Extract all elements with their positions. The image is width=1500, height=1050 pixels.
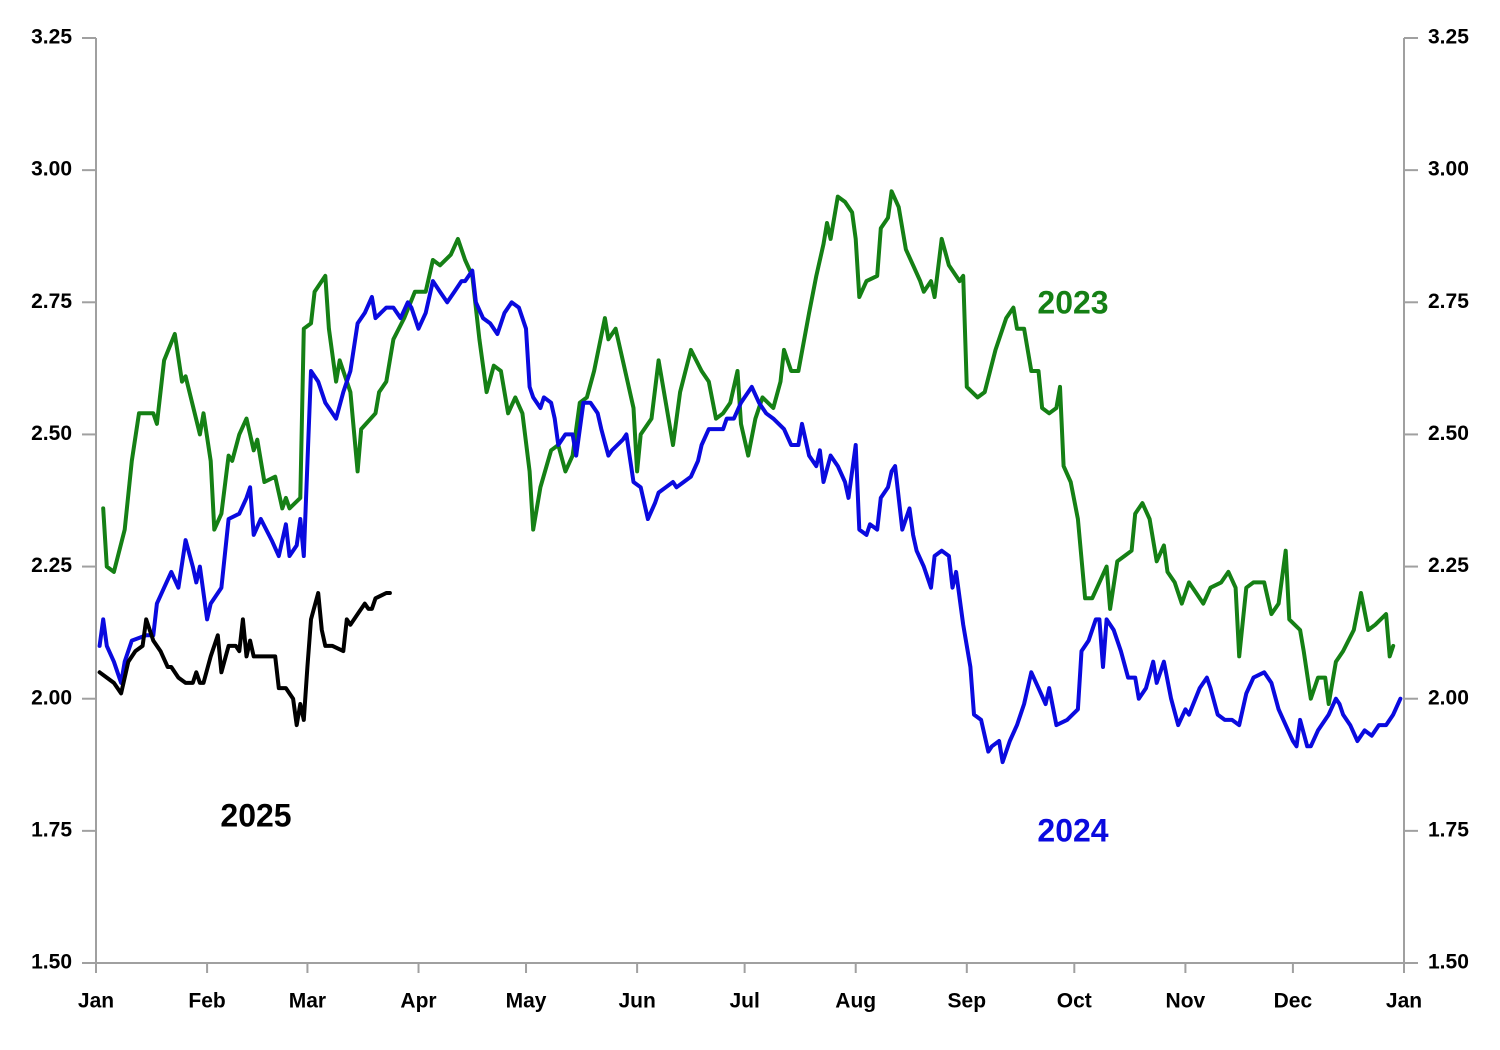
x-tick-label: Jan	[1386, 990, 1422, 1013]
y-tick-label: 3.00	[31, 158, 72, 181]
y2-tick-label: 2.25	[1428, 554, 1469, 577]
x-tick-label: Mar	[289, 990, 326, 1013]
y2-tick-label: 1.75	[1428, 818, 1469, 841]
series-line	[97, 268, 1403, 765]
y-tick-label: 1.75	[31, 818, 72, 841]
series-label: 2023	[1037, 284, 1108, 320]
y-tick-label: 1.50	[31, 951, 72, 974]
y-tick-label: 2.00	[31, 686, 72, 709]
series-label: 2025	[220, 797, 291, 833]
x-tick-label: Nov	[1166, 990, 1206, 1013]
series-line	[101, 189, 1396, 706]
y2-tick-label: 2.75	[1428, 290, 1469, 313]
x-tick-label: May	[506, 990, 547, 1013]
x-tick-label: Aug	[835, 990, 876, 1013]
x-tick-label: Feb	[188, 990, 225, 1013]
y-tick-label: 3.25	[31, 26, 72, 49]
series-line	[97, 591, 392, 728]
y2-tick-label: 3.25	[1428, 26, 1469, 49]
x-tick-label: Jul	[729, 990, 759, 1013]
y-tick-label: 2.25	[31, 554, 72, 577]
x-tick-label: Jan	[78, 990, 114, 1013]
x-tick-label: Apr	[400, 990, 436, 1013]
y-tick-label: 2.75	[31, 290, 72, 313]
y2-tick-label: 2.50	[1428, 422, 1469, 445]
x-tick-label: Jun	[618, 990, 655, 1013]
x-tick-label: Oct	[1057, 990, 1092, 1013]
x-tick-label: Dec	[1274, 990, 1313, 1013]
y-tick-label: 2.50	[31, 422, 72, 445]
y2-tick-label: 3.00	[1428, 158, 1469, 181]
y2-tick-label: 2.00	[1428, 686, 1469, 709]
series-label: 2024	[1037, 812, 1108, 848]
y2-tick-label: 1.50	[1428, 951, 1469, 974]
x-tick-label: Sep	[948, 990, 987, 1013]
